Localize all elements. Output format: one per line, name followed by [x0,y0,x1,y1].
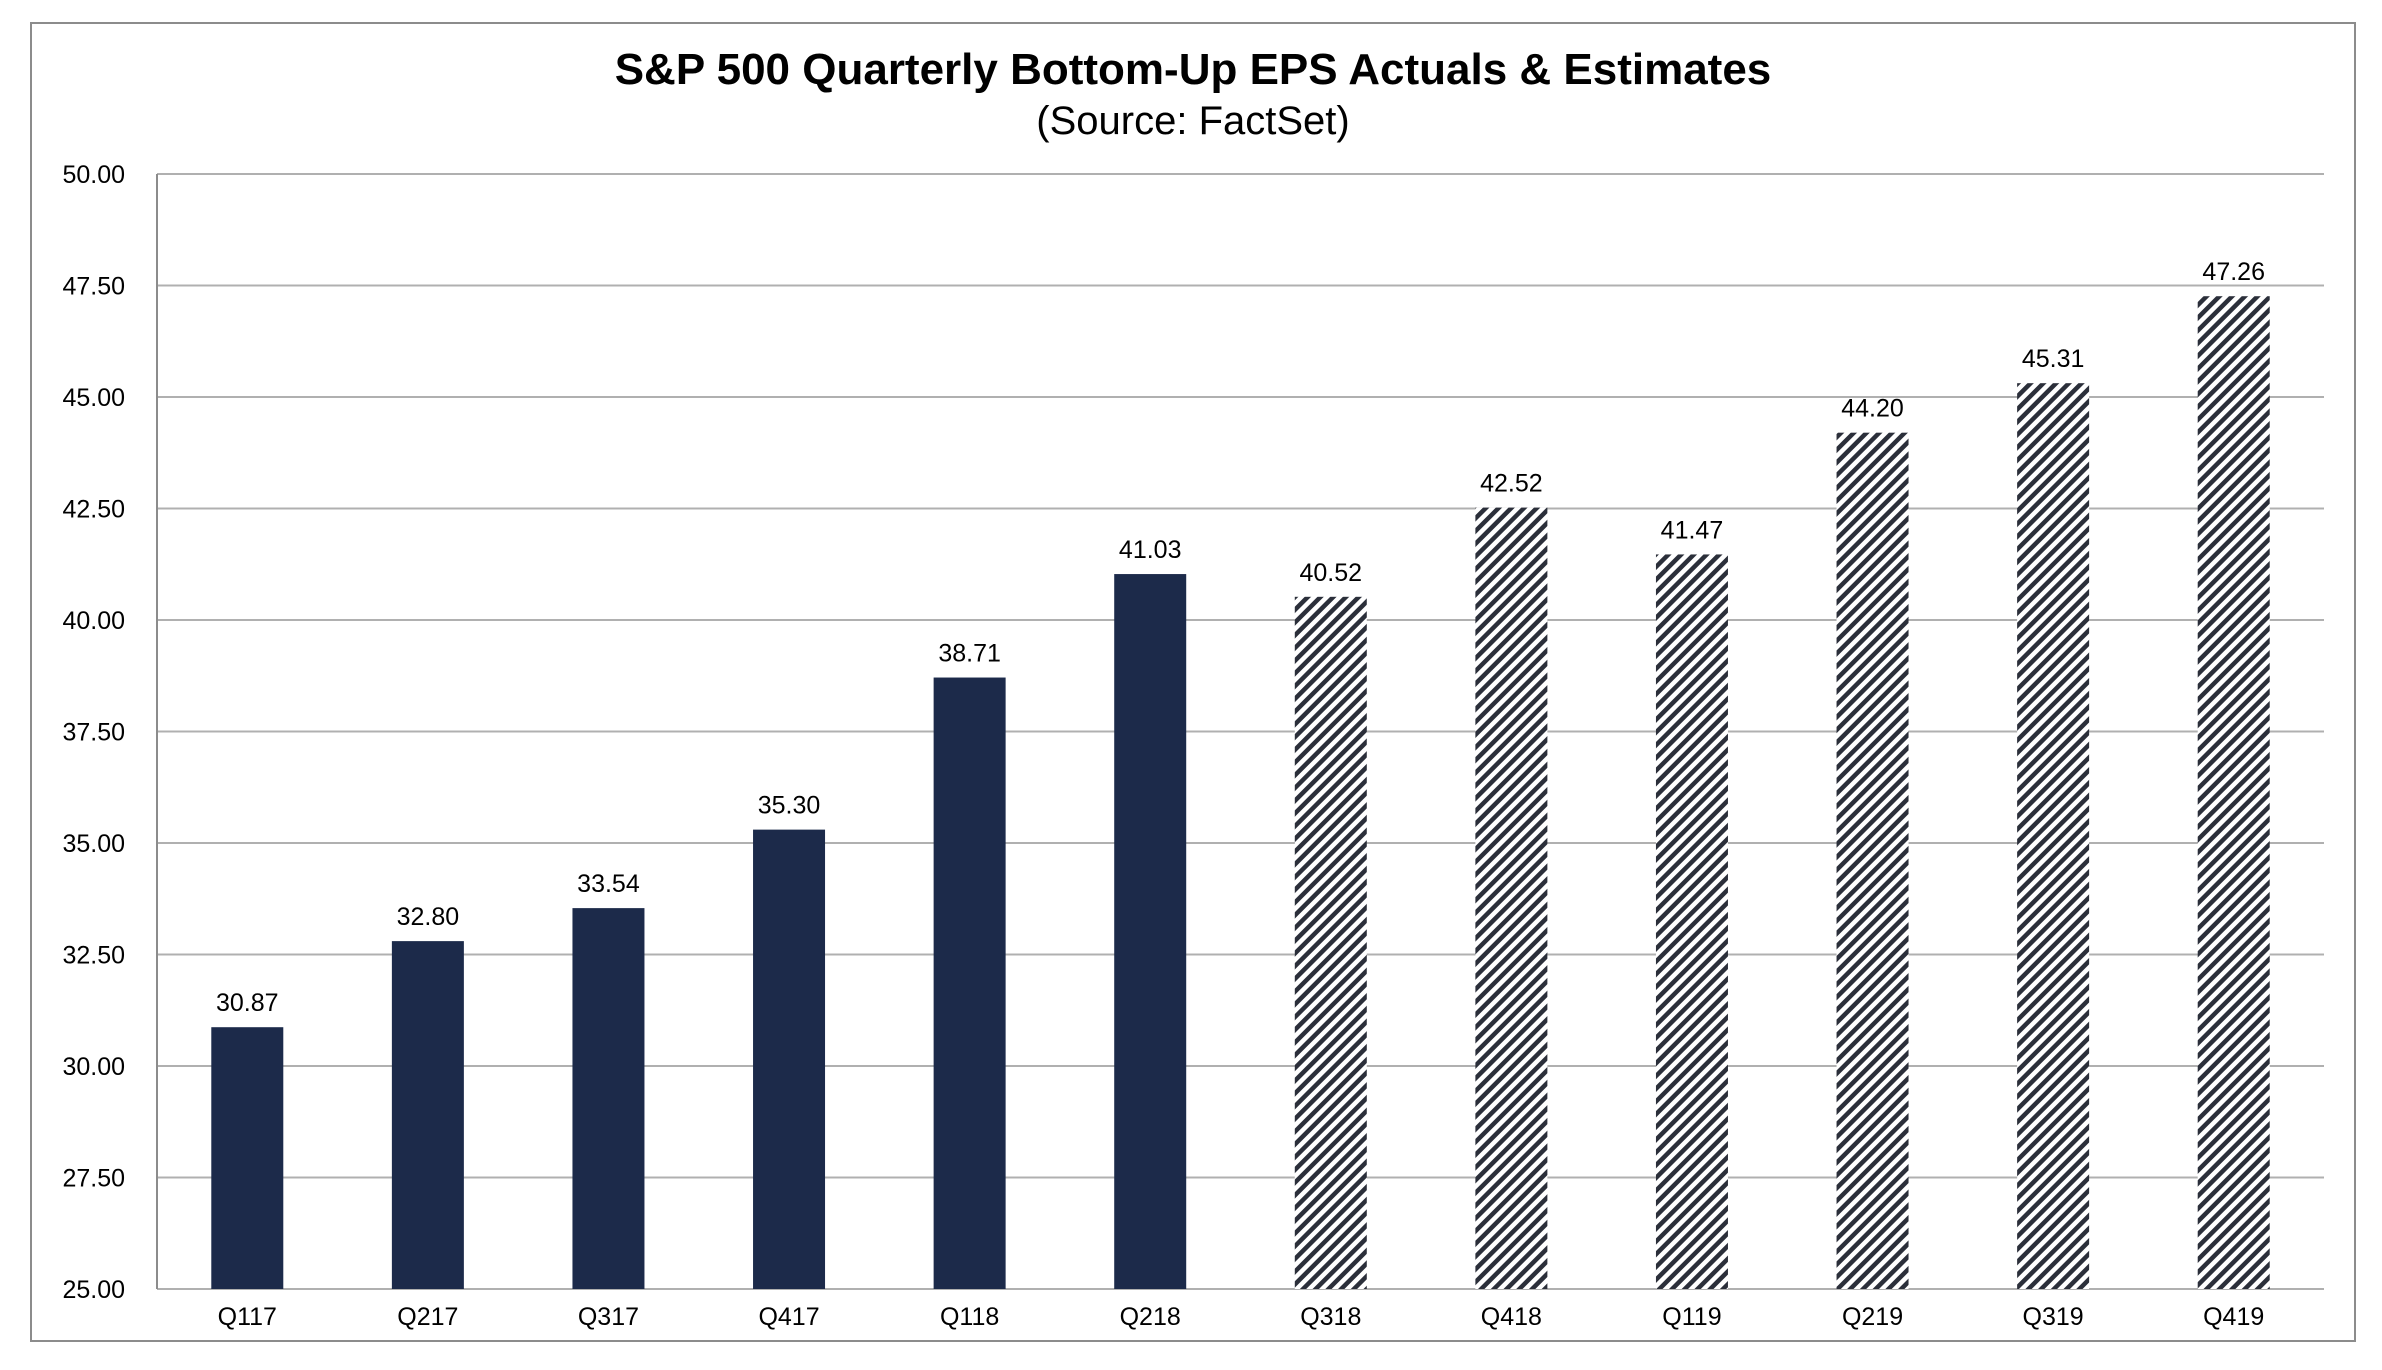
y-tick-label: 45.00 [62,384,125,412]
x-tick-label-Q318: Q318 [1300,1303,1361,1331]
bar-estimate-Q219 [1836,432,1909,1289]
y-tick-label: 42.50 [62,496,125,524]
y-tick-label: 50.00 [62,161,125,189]
data-label-Q318: 40.52 [1300,559,1363,587]
gridlines [156,173,2324,1290]
x-tick-label-Q417: Q417 [758,1303,819,1331]
eps-bar-chart: S&P 500 Quarterly Bottom-Up EPS Actuals … [62,45,2324,1331]
chart-subtitle: (Source: FactSet) [1036,99,1349,143]
data-label-Q417: 35.30 [758,792,821,820]
data-label-Q319: 45.31 [2022,345,2085,373]
y-tick-label: 35.00 [62,830,125,858]
data-label-Q317: 33.54 [577,870,640,898]
x-tick-label-Q119: Q119 [1662,1303,1721,1331]
bar-actual-Q117 [211,1027,284,1289]
data-label-Q418: 42.52 [1480,470,1543,498]
x-axis-tick-labels: Q117 Q217 Q317 Q417 Q118 Q218 Q318 Q418 Q119 Q219… [218,1303,2265,1331]
chart-frame: S&P 500 Quarterly Bottom-Up EPS Actuals … [30,22,2356,1342]
x-tick-label-Q218: Q218 [1120,1303,1181,1331]
chart-title: S&P 500 Quarterly Bottom-Up EPS Actuals … [615,45,1772,94]
bar-actual-Q417 [753,829,826,1289]
data-label-Q218: 41.03 [1119,536,1182,564]
x-tick-label-Q118: Q118 [940,1303,999,1331]
y-tick-label: 32.50 [62,942,125,970]
bar-actual-Q317 [572,908,645,1289]
bar-actual-Q218 [1114,574,1187,1289]
bars [211,296,2270,1290]
data-label-Q118: 38.71 [938,640,1001,668]
data-label-Q219: 44.20 [1841,395,1904,423]
data-labels: 30.87 32.80 33.54 35.30 38.71 41.03 40.52 42.52… [216,258,2265,1017]
y-tick-label: 25.00 [62,1276,125,1304]
bar-estimate-Q319 [2017,383,2090,1289]
y-tick-label: 47.50 [62,273,125,301]
y-tick-label: 27.50 [62,1165,125,1193]
bar-actual-Q217 [391,941,464,1289]
data-label-Q419: 47.26 [2202,258,2265,286]
bar-estimate-Q318 [1294,596,1367,1289]
bar-actual-Q118 [933,677,1006,1289]
bar-estimate-Q418 [1475,507,1548,1289]
y-axis-tick-labels: 25.00 27.50 30.00 32.50 35.00 37.50 40.00 42.50… [62,161,125,1304]
x-tick-label-Q317: Q317 [578,1303,639,1331]
data-label-Q117: 30.87 [216,989,279,1017]
bar-estimate-Q419 [2197,296,2270,1290]
y-tick-label: 37.50 [62,719,125,747]
x-tick-label-Q117: Q117 [218,1303,277,1331]
x-tick-label-Q419: Q419 [2203,1303,2264,1331]
data-label-Q119: 41.47 [1661,516,1724,544]
y-tick-label: 40.00 [62,607,125,635]
bar-estimate-Q119 [1655,554,1728,1289]
data-label-Q217: 32.80 [397,903,460,931]
x-tick-label-Q319: Q319 [2023,1303,2084,1331]
x-tick-label-Q217: Q217 [397,1303,458,1331]
x-tick-label-Q418: Q418 [1481,1303,1542,1331]
x-tick-label-Q219: Q219 [1842,1303,1903,1331]
y-tick-label: 30.00 [62,1053,125,1081]
